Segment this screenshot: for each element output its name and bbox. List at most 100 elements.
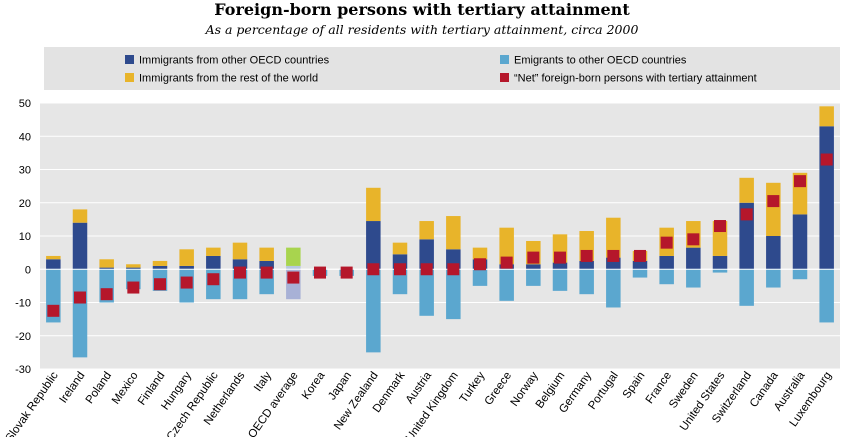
bar-oecd-immigrants-portugal bbox=[606, 257, 621, 270]
bar-rest-immigrants-slovak-republic bbox=[46, 255, 61, 260]
bar-oecd-immigrants-ireland bbox=[72, 222, 88, 270]
bar-rest-immigrants-mexico bbox=[126, 264, 141, 268]
bar-emigrants-turkey bbox=[472, 269, 488, 286]
bar-rest-immigrants-czech-republic bbox=[206, 247, 221, 256]
bar-oecd-immigrants-italy bbox=[259, 260, 274, 270]
net-marker-slovak-republic bbox=[47, 304, 60, 317]
x-tick-label-japan: Japan bbox=[326, 370, 354, 403]
bar-emigrants-united-kingdom bbox=[446, 269, 461, 320]
net-marker-poland bbox=[100, 288, 113, 301]
net-marker-canada bbox=[767, 195, 780, 208]
net-marker-turkey bbox=[474, 258, 486, 271]
bar-oecd-immigrants-poland bbox=[99, 267, 114, 270]
x-tick-label-korea: Korea bbox=[300, 369, 328, 402]
legend-label-emig: Emigrants to other OECD countries bbox=[514, 55, 687, 67]
bar-oecd-immigrants-austria bbox=[419, 239, 434, 270]
net-marker-netherlands bbox=[234, 266, 246, 279]
legend-swatch-oecd bbox=[125, 55, 134, 64]
net-marker-ireland bbox=[74, 291, 86, 304]
legend-swatch-rest bbox=[125, 73, 134, 82]
bar-rest-immigrants-austria bbox=[419, 221, 434, 240]
bar-rest-immigrants-greece bbox=[499, 227, 514, 265]
bar-oecd-immigrants-luxembourg bbox=[819, 126, 834, 270]
bar-rest-immigrants-ireland bbox=[72, 209, 88, 223]
net-marker-belgium bbox=[554, 251, 566, 264]
legend-swatch-emig bbox=[500, 55, 509, 64]
bar-emigrants-united-states bbox=[712, 269, 728, 273]
net-marker-united-states bbox=[714, 220, 726, 233]
net-marker-luxembourg bbox=[820, 153, 833, 166]
x-tick-label-italy: Italy bbox=[252, 370, 274, 394]
net-marker-japan bbox=[340, 266, 353, 279]
net-marker-italy bbox=[260, 266, 273, 279]
bar-emigrants-portugal bbox=[606, 269, 621, 308]
bar-emigrants-austria bbox=[419, 269, 434, 316]
y-tick-label: 20 bbox=[19, 198, 31, 210]
bar-oecd-immigrants-finland bbox=[152, 265, 168, 270]
bar-emigrants-sweden bbox=[686, 269, 701, 288]
y-tick-label: 30 bbox=[19, 165, 31, 177]
x-tick-label-spain: Spain bbox=[621, 370, 648, 401]
net-marker-finland bbox=[154, 278, 166, 291]
net-marker-korea bbox=[314, 266, 326, 279]
x-tick-label-poland: Poland bbox=[84, 370, 114, 406]
x-tick-label-oecd-average: OECD average bbox=[246, 370, 301, 437]
bar-rest-immigrants-denmark bbox=[392, 242, 408, 255]
bar-oecd-immigrants-canada bbox=[766, 236, 781, 270]
bar-rest-immigrants-finland bbox=[152, 260, 168, 266]
bar-emigrants-germany bbox=[579, 269, 594, 295]
net-marker-new-zealand bbox=[367, 263, 380, 276]
net-marker-czech-republic bbox=[207, 273, 220, 286]
bar-rest-immigrants-canada bbox=[766, 182, 781, 236]
y-tick-label: -10 bbox=[15, 298, 31, 310]
bar-rest-immigrants-netherlands bbox=[232, 242, 248, 260]
bar-oecd-immigrants-belgium bbox=[552, 262, 568, 270]
bar-oecd-immigrants-mexico bbox=[126, 267, 141, 270]
bar-emigrants-belgium bbox=[552, 269, 568, 291]
bar-rest-immigrants-poland bbox=[99, 259, 114, 268]
bar-oecd-immigrants-germany bbox=[579, 260, 594, 270]
bar-oecd-immigrants-new-zealand bbox=[366, 221, 381, 270]
bar-emigrants-norway bbox=[526, 269, 541, 286]
bar-emigrants-denmark bbox=[392, 269, 408, 295]
bar-oecd-immigrants-australia bbox=[792, 214, 808, 270]
bar-rest-immigrants-portugal bbox=[606, 217, 621, 258]
bar-oecd-immigrants-netherlands bbox=[232, 259, 248, 270]
net-marker-hungary bbox=[180, 276, 193, 289]
net-marker-united-kingdom bbox=[447, 263, 460, 276]
net-marker-denmark bbox=[394, 263, 406, 276]
bar-emigrants-canada bbox=[766, 269, 781, 288]
bar-oecd-immigrants-spain bbox=[632, 260, 648, 270]
net-marker-portugal bbox=[607, 249, 620, 262]
y-tick-label: -20 bbox=[15, 331, 31, 343]
y-tick-label: 40 bbox=[19, 131, 31, 143]
net-marker-sweden bbox=[687, 233, 700, 246]
net-marker-spain bbox=[634, 249, 646, 262]
bar-oecd-immigrants-slovak-republic bbox=[46, 259, 61, 270]
net-marker-norway bbox=[527, 251, 540, 264]
legend-label-oecd: Immigrants from other OECD countries bbox=[139, 55, 330, 67]
bar-rest-immigrants-italy bbox=[259, 247, 274, 261]
bar-emigrants-ireland bbox=[72, 269, 88, 358]
legend-swatch-net bbox=[500, 73, 509, 82]
net-marker-australia bbox=[794, 175, 806, 188]
bar-rest-immigrants-hungary bbox=[179, 249, 194, 266]
y-tick-label: 0 bbox=[25, 264, 31, 276]
bar-emigrants-australia bbox=[792, 269, 808, 280]
bar-oecd-immigrants-oecd-average bbox=[286, 265, 301, 270]
net-marker-mexico bbox=[127, 281, 140, 294]
net-marker-oecd-average bbox=[287, 271, 300, 284]
net-marker-greece bbox=[500, 256, 513, 269]
net-marker-switzerland bbox=[740, 208, 753, 221]
bar-oecd-immigrants-sweden bbox=[686, 247, 701, 270]
y-tick-label: 50 bbox=[19, 98, 31, 110]
y-tick-label: 10 bbox=[19, 231, 31, 243]
bar-oecd-immigrants-norway bbox=[526, 264, 541, 270]
bar-rest-immigrants-switzerland bbox=[739, 177, 754, 203]
net-marker-austria bbox=[420, 263, 433, 276]
bar-rest-immigrants-turkey bbox=[472, 247, 488, 260]
bar-emigrants-france bbox=[659, 269, 674, 285]
x-tick-label-ireland: Ireland bbox=[57, 370, 87, 406]
bar-rest-immigrants-oecd-average bbox=[286, 247, 301, 266]
